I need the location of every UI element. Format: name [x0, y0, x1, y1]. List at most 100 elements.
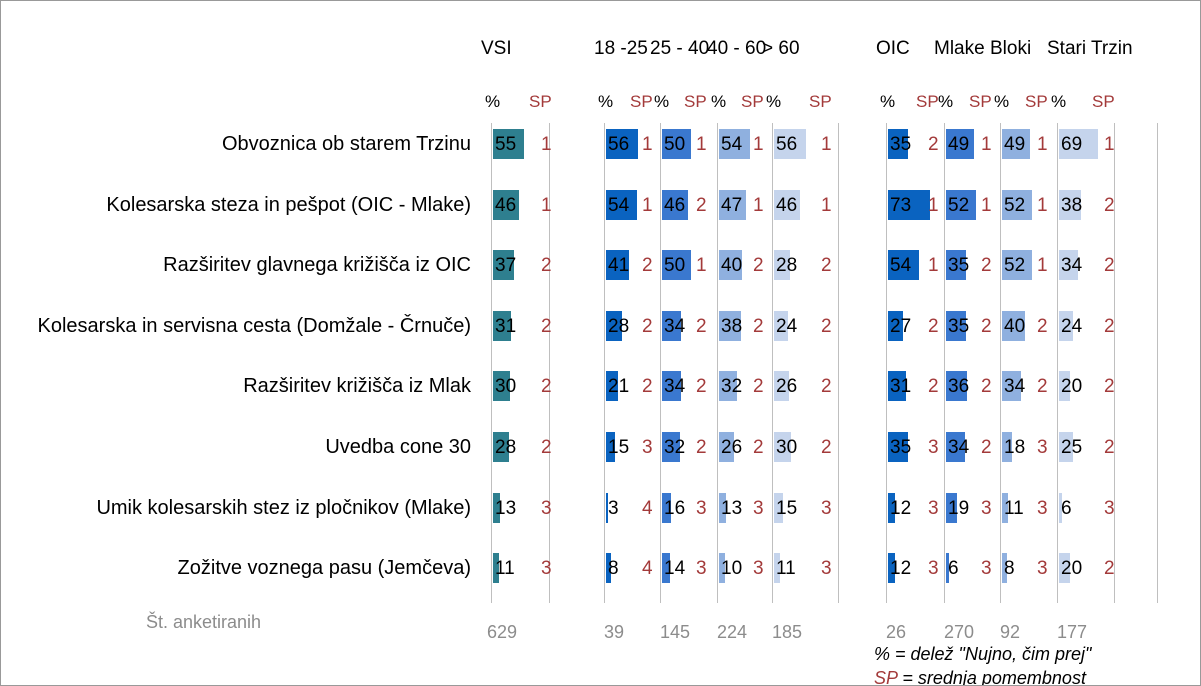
sp-label: 2 — [1104, 376, 1115, 398]
sp-label: 3 — [981, 558, 992, 580]
grid-line — [772, 123, 773, 603]
sp-label: 1 — [981, 134, 992, 155]
bar — [946, 492, 957, 523]
bar — [946, 553, 950, 584]
pct-label: 32 — [721, 376, 743, 398]
sp-label: 1 — [753, 194, 764, 216]
bar — [493, 553, 500, 584]
pct-label: 20 — [1061, 376, 1083, 398]
pct-label: 27 — [890, 315, 912, 337]
grid-line — [1057, 123, 1058, 603]
sp-header: SP — [529, 92, 552, 111]
legend-sp-text: = srednja pomembnost — [897, 668, 1086, 686]
bar — [774, 129, 806, 159]
sp-label: 2 — [928, 134, 939, 155]
sp-label: 1 — [696, 255, 707, 277]
pct-label: 52 — [1004, 255, 1026, 277]
sp-label: 4 — [642, 497, 653, 519]
pct-label: 50 — [664, 134, 686, 155]
sp-header: SP — [1092, 92, 1115, 111]
bar — [1002, 129, 1030, 159]
sp-label: 3 — [928, 437, 939, 458]
sp-label: 1 — [928, 194, 939, 216]
pct-label: 16 — [664, 497, 686, 519]
row-label: Razširitev križišča iz Mlak — [243, 375, 471, 398]
sp-label: 4 — [642, 558, 653, 580]
bar — [946, 371, 967, 402]
bar — [662, 492, 672, 523]
sp-label: 2 — [1104, 255, 1115, 277]
sp-label: 2 — [541, 437, 552, 458]
column-header: 25 - 40 — [650, 38, 710, 59]
sp-label: 2 — [928, 315, 939, 337]
bar — [1002, 553, 1007, 584]
n-value: 145 — [660, 622, 691, 642]
row-label: Uvedba cone 30 — [325, 436, 471, 458]
bar — [606, 432, 615, 462]
bar — [662, 371, 682, 402]
pct-label: 14 — [664, 558, 686, 580]
pct-label: 38 — [1061, 194, 1083, 216]
bar — [1059, 129, 1099, 159]
pct-header: % — [1051, 92, 1067, 111]
pct-label: 46 — [776, 194, 798, 216]
sp-label: 2 — [753, 255, 764, 277]
bar — [774, 432, 792, 462]
bar — [888, 189, 930, 220]
sp-label: 2 — [642, 255, 653, 277]
pct-label: 54 — [608, 194, 630, 216]
pct-header: % — [485, 92, 501, 111]
bar — [774, 492, 783, 523]
pct-label: 15 — [776, 497, 798, 519]
bar — [493, 129, 525, 159]
bar — [606, 250, 630, 281]
pct-label: 8 — [608, 558, 619, 580]
grid-line — [660, 123, 661, 603]
pct-label: 20 — [1061, 558, 1083, 580]
bar — [1002, 189, 1032, 220]
pct-header: % — [938, 92, 954, 111]
pct-label: 54 — [721, 134, 743, 155]
sp-header: SP — [684, 92, 707, 111]
bar — [719, 310, 741, 341]
sp-label: 1 — [821, 194, 832, 216]
bar — [719, 492, 727, 523]
pct-label: 30 — [495, 376, 517, 398]
bar — [1059, 553, 1071, 584]
pct-label: 69 — [1061, 134, 1083, 155]
pct-label: 21 — [608, 376, 630, 398]
grid-line — [604, 123, 605, 603]
pct-label: 38 — [721, 315, 743, 337]
bar — [888, 129, 908, 159]
bar — [606, 371, 618, 402]
n-value: 629 — [487, 622, 518, 642]
sp-label: 2 — [541, 255, 552, 277]
sp-label: 3 — [928, 497, 939, 519]
legend-pct: % = delež "Nujno, čim prej" — [874, 644, 1092, 664]
pct-label: 26 — [721, 437, 743, 458]
legend-sp: SP = srednja pomembnost — [874, 668, 1086, 686]
pct-label: 11 — [1004, 497, 1024, 519]
pct-label: 24 — [776, 315, 798, 337]
grid-line — [1114, 123, 1115, 603]
bar — [662, 189, 689, 220]
sp-label: 2 — [821, 437, 832, 458]
sp-label: 3 — [541, 558, 552, 580]
pct-label: 34 — [1061, 255, 1083, 277]
pct-label: 34 — [948, 437, 970, 458]
pct-label: 32 — [664, 437, 686, 458]
bar — [606, 553, 611, 584]
bar — [888, 432, 908, 462]
sp-label: 1 — [981, 194, 992, 216]
pct-label: 18 — [1004, 437, 1026, 458]
sp-label: 2 — [981, 437, 992, 458]
pct-label: 25 — [1061, 437, 1083, 458]
column-header: Mlake — [934, 38, 985, 59]
sp-label: 3 — [642, 437, 653, 458]
pct-label: 15 — [608, 437, 630, 458]
sp-label: 1 — [1037, 134, 1048, 155]
column-header: VSI — [481, 38, 512, 59]
pct-label: 6 — [948, 558, 959, 580]
n-value: 270 — [944, 622, 975, 642]
